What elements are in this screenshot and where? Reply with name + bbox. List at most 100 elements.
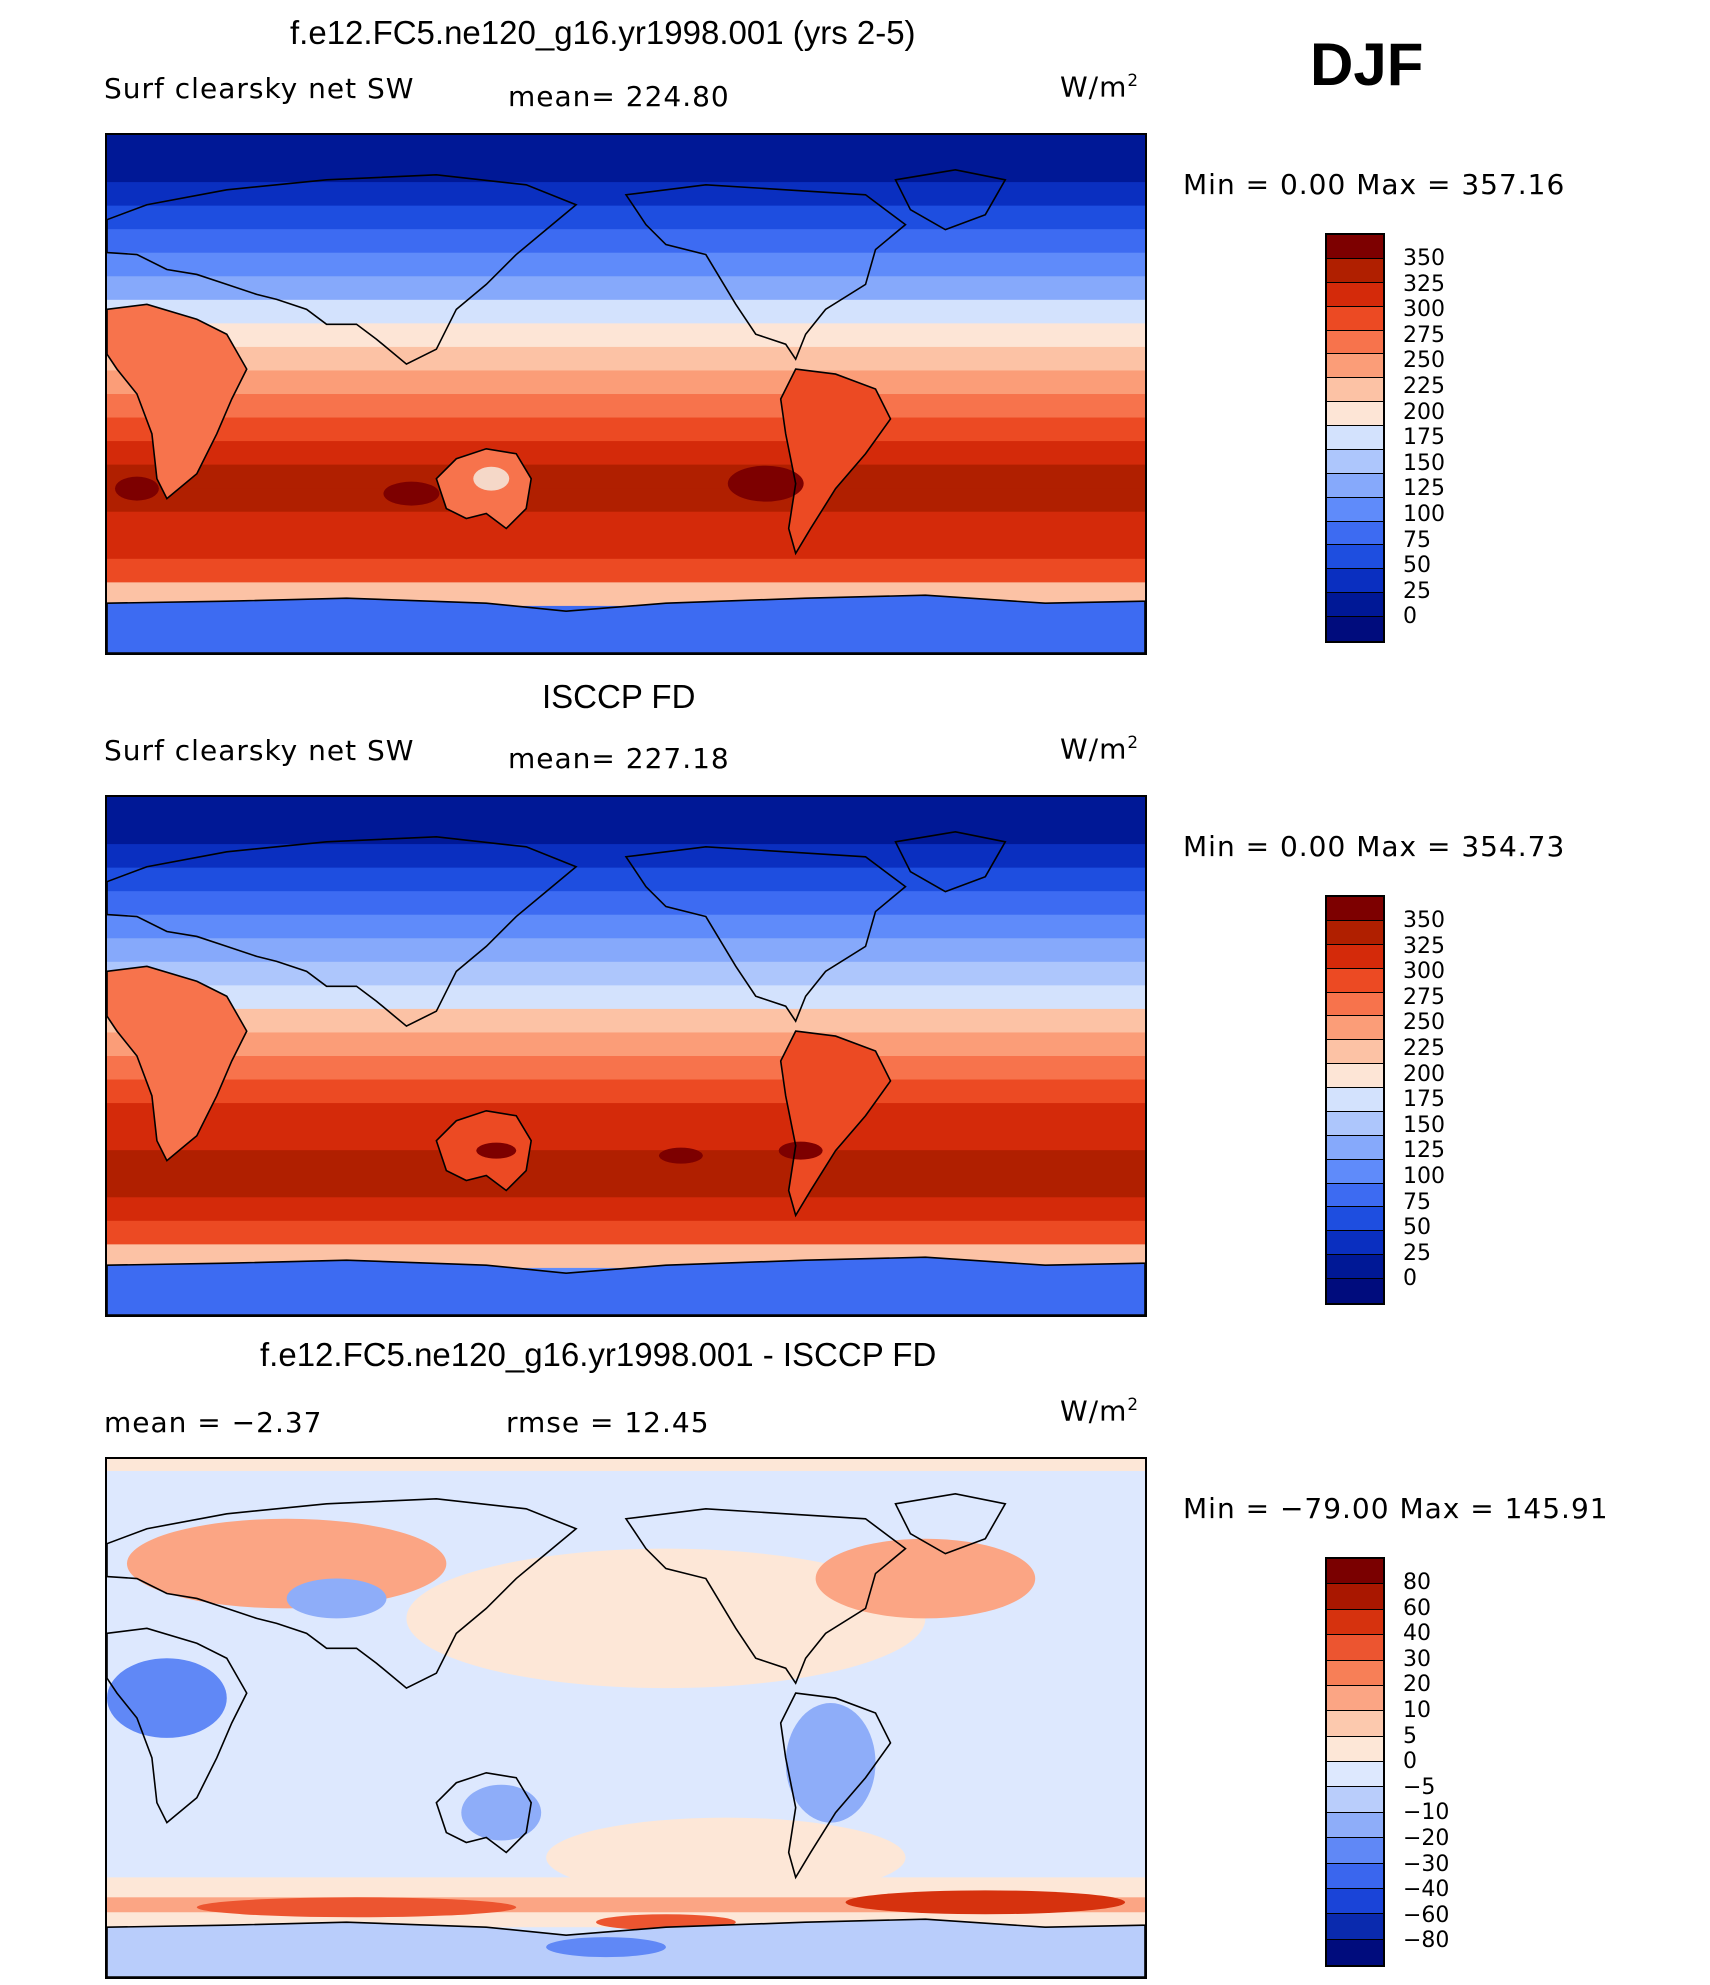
colorbar-tick-label: 50 xyxy=(1403,1215,1431,1241)
colorbar-tick-label: 25 xyxy=(1403,1240,1431,1266)
panel-2-minmax: Min = 0.00 Max = 354.73 xyxy=(1183,830,1566,863)
colorbar-swatch xyxy=(1327,1135,1383,1160)
panel-1-mean-label: mean= 224.80 xyxy=(508,80,730,113)
panel-1-field xyxy=(107,135,1145,653)
colorbar-swatch xyxy=(1327,1609,1383,1636)
colorbar-swatch xyxy=(1327,1159,1383,1184)
colorbar-swatch xyxy=(1327,426,1383,450)
colorbar-tick-label: −40 xyxy=(1403,1877,1450,1903)
colorbar-swatch xyxy=(1327,569,1383,594)
colorbar-tick-label: 200 xyxy=(1403,399,1445,425)
colorbar-swatch xyxy=(1327,354,1383,379)
colorbar-swatch xyxy=(1327,1939,1383,1965)
colorbar-tick-label: 300 xyxy=(1403,297,1445,323)
colorbar-tick-label: 250 xyxy=(1403,348,1445,374)
colorbar-swatch xyxy=(1327,545,1383,570)
panel-3-units: W/m2 xyxy=(1060,1394,1140,1428)
colorbar-swatch xyxy=(1327,1207,1383,1232)
colorbar-swatch xyxy=(1327,944,1383,969)
colorbar-tick-label: −20 xyxy=(1403,1826,1450,1851)
panel-2-units: W/m2 xyxy=(1060,732,1140,766)
colorbar-swatch xyxy=(1327,1812,1383,1839)
panel-2-map xyxy=(105,795,1147,1317)
panel-3-map xyxy=(105,1457,1147,1979)
colorbar-tick-label: 150 xyxy=(1403,1112,1445,1138)
colorbar-tick-label: −80 xyxy=(1403,1928,1450,1954)
colorbar-swatch xyxy=(1327,1255,1383,1280)
colorbar-swatch xyxy=(1327,1064,1383,1089)
season-label: DJF xyxy=(1310,31,1424,98)
colorbar-swatch xyxy=(1327,1863,1383,1889)
colorbar-tick-label: 175 xyxy=(1403,425,1445,451)
colorbar-tick-label: 325 xyxy=(1403,933,1445,959)
panel-2-field xyxy=(107,797,1145,1315)
colorbar-tick-label: 10 xyxy=(1403,1698,1431,1723)
colorbar-swatch xyxy=(1327,282,1383,307)
colorbar-swatch xyxy=(1327,330,1383,355)
colorbar-swatch xyxy=(1327,378,1383,403)
colorbar-swatch xyxy=(1327,1914,1383,1940)
panel-1-title: f.e12.FC5.ne120_g16.yr1998.001 (yrs 2-5) xyxy=(290,14,916,51)
colorbar-swatch xyxy=(1327,306,1383,331)
colorbar-tick-label: 50 xyxy=(1403,553,1431,579)
colorbar-tick-label: 0 xyxy=(1403,1266,1417,1292)
colorbar-swatch xyxy=(1327,1279,1383,1303)
colorbar-tick-label: 350 xyxy=(1403,908,1445,933)
colorbar-tick-label: 275 xyxy=(1403,322,1445,348)
colorbar-tick-label: 350 xyxy=(1403,246,1445,271)
colorbar-tick-label: 200 xyxy=(1403,1061,1445,1087)
colorbar-tick-label: 80 xyxy=(1403,1570,1431,1595)
colorbar-swatch xyxy=(1327,992,1383,1017)
colorbar-tick-label: 125 xyxy=(1403,1138,1445,1164)
colorbar-swatch xyxy=(1327,1016,1383,1041)
colorbar-tick-label: 5 xyxy=(1403,1723,1417,1749)
colorbar-swatch xyxy=(1327,1787,1383,1813)
panel-1-variable-label: Surf clearsky net SW xyxy=(104,72,415,105)
colorbar-swatch xyxy=(1327,1660,1383,1686)
panel-1-units: W/m2 xyxy=(1060,70,1140,104)
panel-1-map xyxy=(105,133,1147,655)
colorbar-swatch xyxy=(1327,497,1383,522)
colorbar-swatch xyxy=(1327,1088,1383,1112)
panel-2-colorbar xyxy=(1325,895,1385,1305)
panel-3-mean-label: mean = −2.37 xyxy=(104,1406,323,1439)
colorbar-tick-label: 30 xyxy=(1403,1646,1431,1672)
panel-3-title: f.e12.FC5.ne120_g16.yr1998.001 - ISCCP F… xyxy=(260,1336,937,1373)
colorbar-swatch xyxy=(1327,1559,1383,1585)
colorbar-tick-label: −10 xyxy=(1403,1800,1450,1826)
colorbar-swatch xyxy=(1327,1888,1383,1915)
panel-1-minmax: Min = 0.00 Max = 357.16 xyxy=(1183,168,1566,201)
colorbar-tick-label: −30 xyxy=(1403,1851,1450,1877)
colorbar-swatch xyxy=(1327,920,1383,945)
colorbar-swatch xyxy=(1327,1762,1383,1788)
colorbar-swatch xyxy=(1327,593,1383,618)
colorbar-tick-label: 0 xyxy=(1403,1749,1417,1775)
colorbar-tick-label: 225 xyxy=(1403,374,1445,399)
colorbar-tick-label: 275 xyxy=(1403,984,1445,1010)
panel-2-title: ISCCP FD xyxy=(542,678,696,715)
colorbar-swatch xyxy=(1327,521,1383,546)
colorbar-swatch xyxy=(1327,1040,1383,1065)
colorbar-swatch xyxy=(1327,473,1383,498)
colorbar-swatch xyxy=(1327,1584,1383,1610)
colorbar-tick-label: 175 xyxy=(1403,1087,1445,1113)
colorbar-tick-label: 75 xyxy=(1403,1189,1431,1215)
panel-3-colorbar xyxy=(1325,1557,1385,1967)
colorbar-swatch xyxy=(1327,1111,1383,1136)
colorbar-tick-label: 20 xyxy=(1403,1672,1431,1698)
colorbar-swatch xyxy=(1327,402,1383,427)
colorbar-tick-label: 75 xyxy=(1403,527,1431,553)
colorbar-swatch xyxy=(1327,968,1383,993)
colorbar-tick-label: 60 xyxy=(1403,1595,1431,1621)
colorbar-swatch xyxy=(1327,1635,1383,1661)
colorbar-swatch xyxy=(1327,1711,1383,1737)
colorbar-tick-label: 40 xyxy=(1403,1621,1431,1647)
colorbar-tick-label: 25 xyxy=(1403,578,1431,604)
colorbar-swatch xyxy=(1327,258,1383,283)
colorbar-tick-label: 100 xyxy=(1403,502,1445,527)
colorbar-swatch xyxy=(1327,235,1383,259)
panel-3-minmax: Min = −79.00 Max = 145.91 xyxy=(1183,1492,1609,1525)
panel-3-field xyxy=(107,1459,1145,1977)
colorbar-tick-label: 150 xyxy=(1403,450,1445,476)
colorbar-swatch xyxy=(1327,1183,1383,1208)
